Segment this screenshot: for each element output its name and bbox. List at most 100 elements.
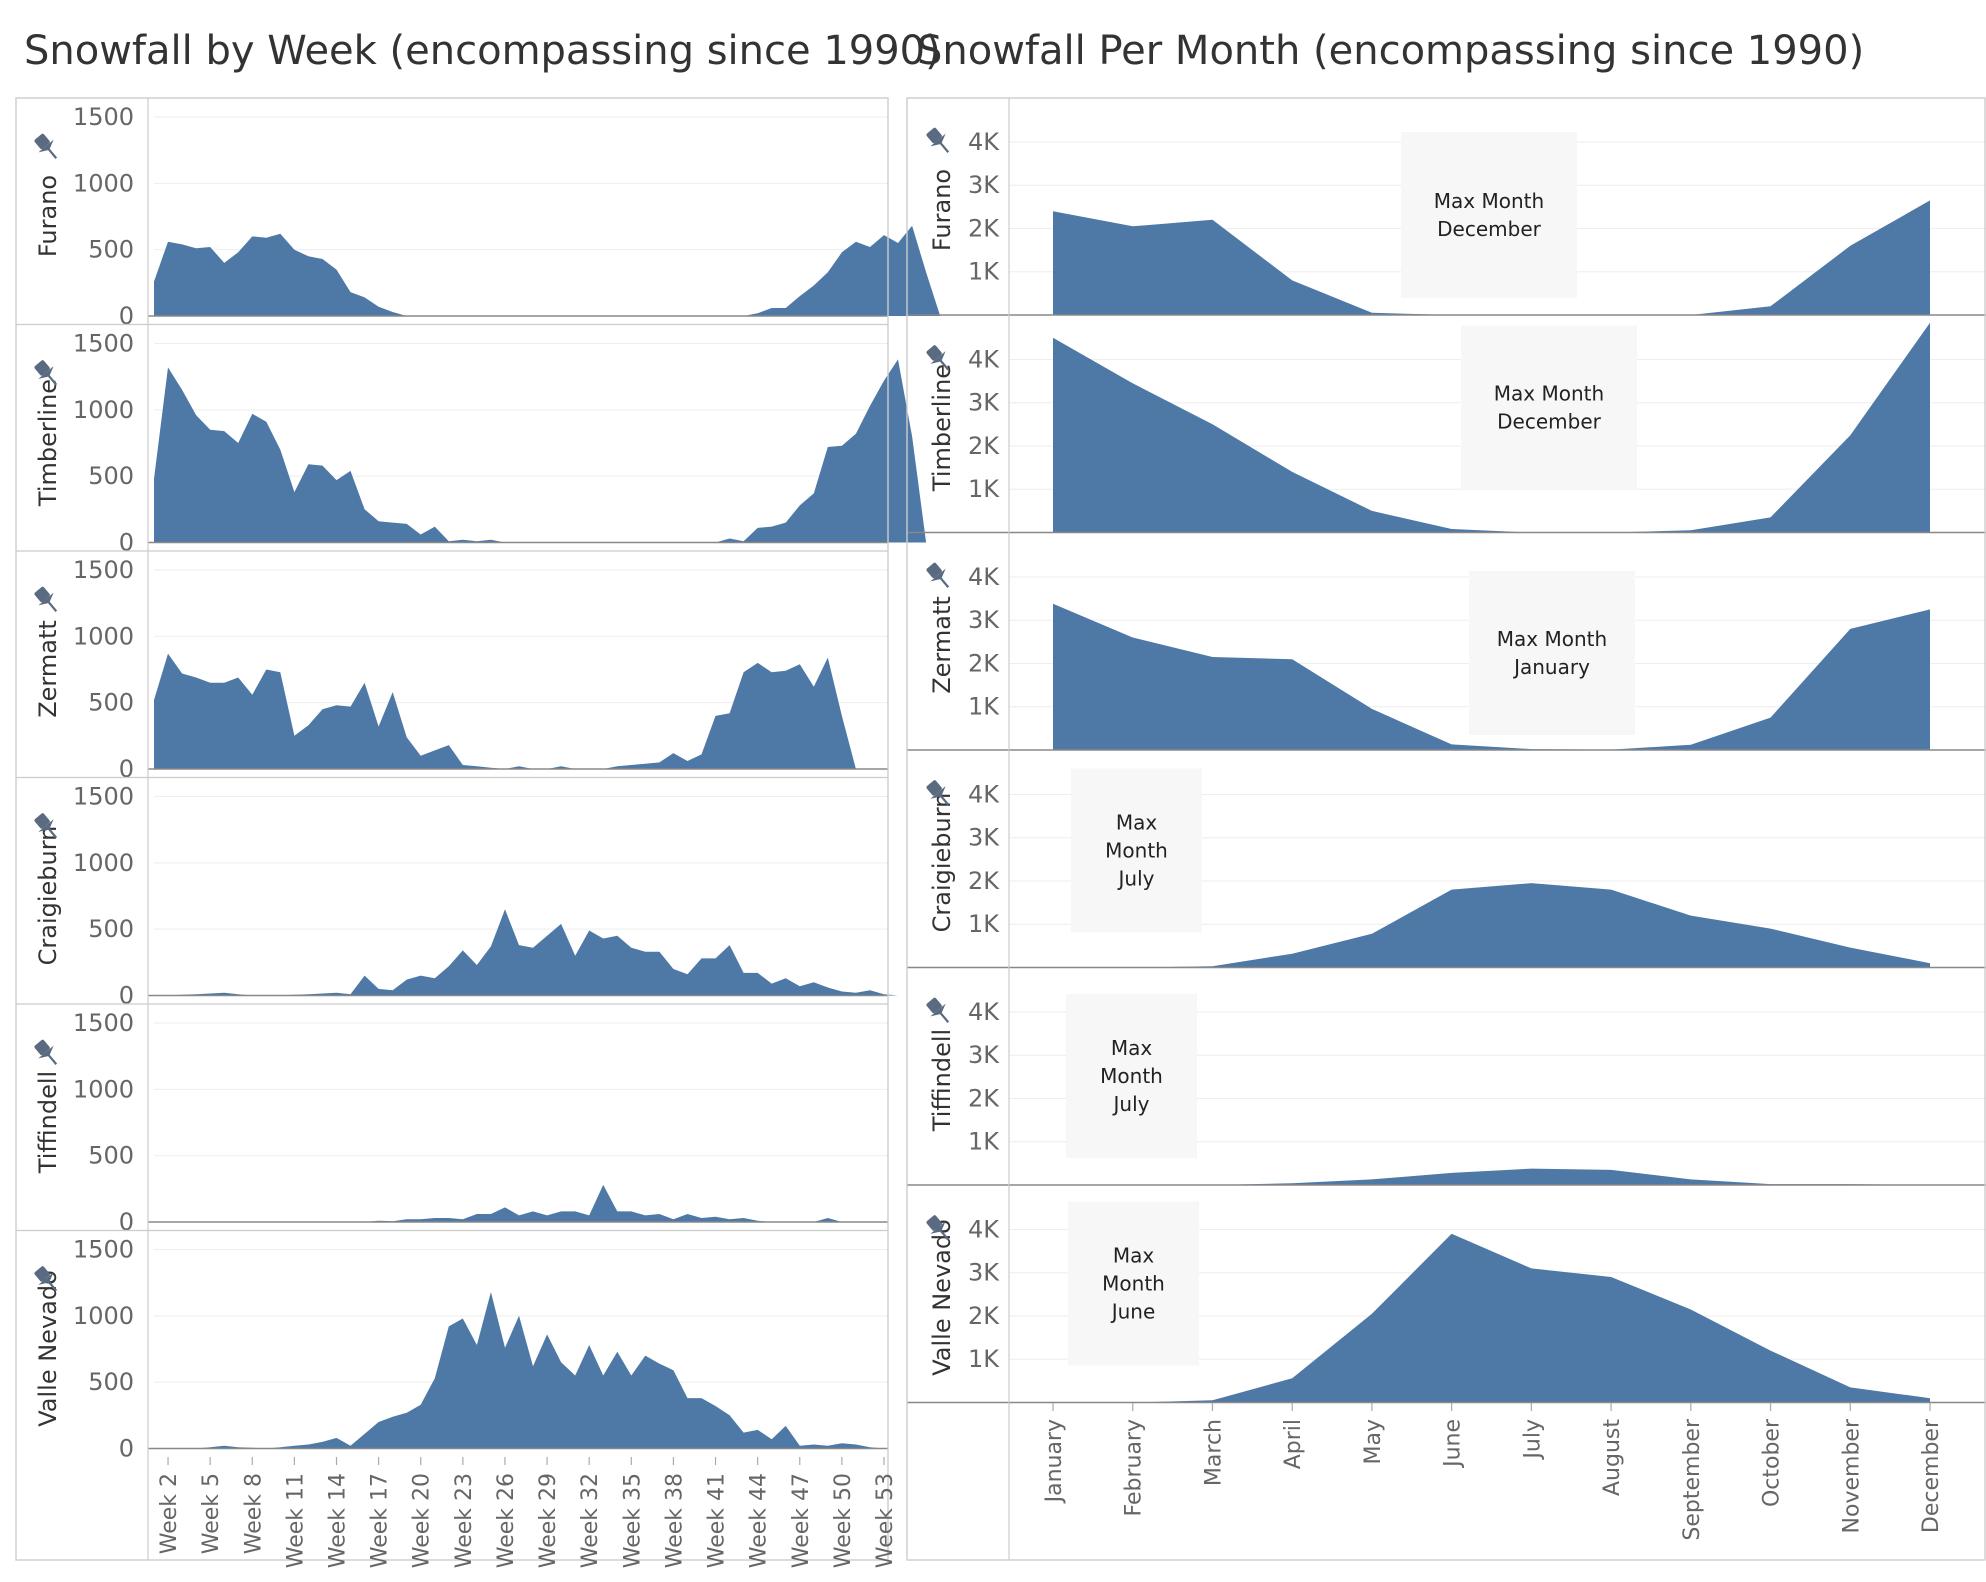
y-tick-label: 0 (119, 1435, 134, 1463)
pin-icon[interactable] (923, 994, 956, 1028)
row-label: Valle Nevado (928, 1219, 956, 1376)
row-label: Craigieburn (34, 826, 62, 966)
monthly-row: 1K 2K 3K 4K Max Month December Timberline (907, 322, 1986, 534)
x-tick-label: Week 35 (620, 1473, 645, 1568)
y-tick-label: 4K (968, 1215, 1000, 1243)
y-tick-label: 3K (968, 171, 1000, 199)
weekly-area-timberline[interactable] (154, 359, 927, 543)
y-tick-label: 500 (88, 1368, 134, 1396)
y-tick-label: 500 (88, 462, 134, 490)
y-tick-label: 1K (968, 475, 1000, 503)
y-tick-label: 1500 (73, 1236, 134, 1264)
weekly-area-zermatt[interactable] (154, 653, 856, 769)
y-tick-label: 1K (968, 693, 1000, 721)
monthly-area-craigieburn[interactable] (1053, 883, 1930, 968)
annotation-text: June (1110, 1300, 1156, 1324)
chart-title-monthly: Snowfall Per Month (encompassing since 1… (917, 28, 1864, 74)
y-tick-label: 4K (968, 128, 1000, 156)
y-tick-label: 500 (88, 236, 134, 264)
weekly-area-craigieburn[interactable] (154, 909, 898, 996)
annotation-text: July (1112, 1092, 1150, 1116)
y-tick-label: 1500 (73, 330, 134, 358)
x-tick-label: Week 41 (705, 1473, 730, 1568)
x-tick-label: February (1122, 1419, 1147, 1517)
pin-icon[interactable] (31, 130, 64, 164)
x-tick-label: Week 38 (662, 1473, 687, 1568)
x-tick-label: August (1600, 1419, 1625, 1496)
y-tick-label: 1000 (73, 849, 134, 877)
annotation-text: Max (1113, 1244, 1155, 1268)
y-tick-label: 1000 (73, 169, 134, 197)
y-tick-label: 4K (968, 563, 1000, 591)
y-tick-label: 1000 (73, 1302, 134, 1330)
y-tick-label: 1000 (73, 622, 134, 650)
monthly-area-zermatt[interactable] (1053, 603, 1930, 750)
y-tick-label: 3K (968, 1041, 1000, 1069)
x-tick-label: November (1839, 1418, 1864, 1533)
x-tick-label: Week 47 (789, 1473, 814, 1568)
y-tick-label: 0 (119, 302, 134, 330)
monthly-row: 1K 2K 3K 4K Max Month July Tiffindell (907, 994, 1986, 1186)
y-tick-label: 0 (119, 1208, 134, 1236)
x-tick-label: October (1760, 1418, 1785, 1507)
y-tick-label: 0 (119, 529, 134, 557)
annotation-text: Month (1102, 1272, 1165, 1296)
y-tick-label: 3K (968, 1259, 1000, 1287)
monthly-area-furano[interactable] (1053, 200, 1930, 315)
weekly-row: 0 500 1000 1500 Craigieburn (16, 776, 898, 1010)
pin-icon[interactable] (31, 1036, 64, 1070)
weekly-area-valle-nevado[interactable] (154, 1292, 884, 1449)
y-tick-label: 1000 (73, 1075, 134, 1103)
annotation-text: Max Month (1497, 627, 1607, 651)
weekly-area-furano[interactable] (154, 225, 941, 316)
x-tick-label: Week 44 (747, 1473, 772, 1568)
pin-icon[interactable] (923, 1212, 956, 1246)
y-tick-label: 1500 (73, 783, 134, 811)
annotation-text: Month (1105, 839, 1168, 863)
weekly-row: 0 500 1000 1500 Zermatt (16, 550, 888, 783)
x-tick-label: July (1520, 1419, 1545, 1461)
x-tick-label: Week 17 (368, 1473, 393, 1568)
annotation-text: December (1437, 217, 1541, 241)
weekly-frame (15, 97, 889, 1561)
annotation-box (1461, 325, 1637, 490)
pin-icon[interactable] (31, 583, 64, 617)
row-label: Valle Nevado (34, 1270, 62, 1427)
x-tick-label: Week 20 (410, 1473, 435, 1568)
x-tick-label: Week 29 (536, 1473, 561, 1568)
y-tick-label: 4K (968, 780, 1000, 808)
weekly-area-tiffindell[interactable] (154, 1184, 898, 1222)
monthly-row: 1K 2K 3K 4K Max Month January Zermatt (907, 559, 1986, 751)
monthly-frame (906, 97, 1986, 1561)
x-tick-label: Week 53 (873, 1473, 898, 1568)
y-tick-label: 1K (968, 258, 1000, 286)
x-tick-label: Week 32 (578, 1473, 603, 1568)
y-tick-label: 2K (968, 214, 1000, 242)
pin-icon[interactable] (923, 559, 956, 593)
monthly-area-tiffindell[interactable] (1053, 1168, 1930, 1185)
monthly-area-timberline[interactable] (1053, 322, 1930, 533)
y-tick-label: 4K (968, 998, 1000, 1026)
row-label: Furano (34, 175, 62, 257)
y-tick-label: 1500 (73, 103, 134, 131)
monthly-area-valle-nevado[interactable] (1053, 1233, 1930, 1403)
x-tick-label: May (1361, 1419, 1386, 1464)
weekly-row: 0 500 1000 1500 Furano (31, 103, 941, 330)
y-tick-label: 4K (968, 345, 1000, 373)
y-tick-label: 3K (968, 606, 1000, 634)
y-tick-label: 2K (968, 867, 1000, 895)
annotation-text: Max (1111, 1036, 1153, 1060)
y-tick-label: 500 (88, 915, 134, 943)
chart-title-weekly: Snowfall by Week (encompassing since 199… (24, 28, 941, 74)
row-label: Furano (928, 169, 956, 251)
pin-icon[interactable] (923, 777, 956, 811)
max-month-annotation: Max Month July (1071, 768, 1202, 933)
x-tick-label: Week 14 (326, 1473, 351, 1568)
y-tick-label: 1500 (73, 1009, 134, 1037)
pin-icon[interactable] (923, 124, 956, 158)
row-label: Tiffindell (928, 1029, 956, 1132)
y-tick-label: 1500 (73, 556, 134, 584)
x-tick-label: September (1680, 1418, 1705, 1541)
y-tick-label: 0 (119, 755, 134, 783)
x-tick-label: Week 8 (241, 1473, 266, 1554)
